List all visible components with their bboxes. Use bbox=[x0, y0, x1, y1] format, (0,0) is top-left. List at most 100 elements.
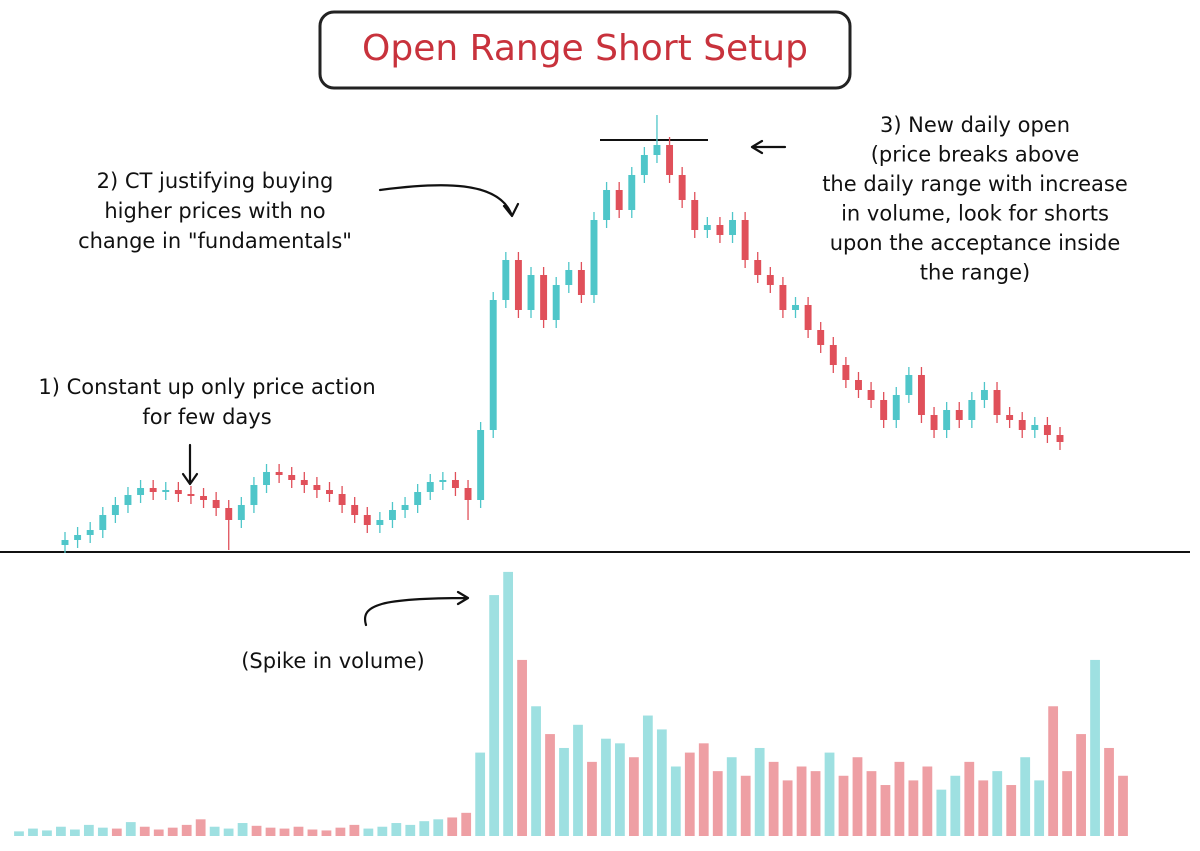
candle-body bbox=[653, 145, 661, 155]
annotation: 1) Constant up only price action bbox=[38, 375, 375, 399]
volume-bar bbox=[503, 571, 514, 836]
annotation: the daily range with increase bbox=[822, 172, 1128, 196]
arrow bbox=[181, 443, 199, 486]
candle-body bbox=[514, 260, 522, 310]
volume-bar bbox=[1118, 775, 1128, 836]
candle-body bbox=[389, 510, 396, 520]
candle-body bbox=[1043, 425, 1051, 435]
candle-body bbox=[804, 305, 812, 330]
volume-bar bbox=[139, 826, 150, 836]
volume-bar bbox=[517, 659, 527, 836]
annotation: 3) New daily open bbox=[880, 113, 1070, 137]
candle-body bbox=[137, 488, 145, 495]
candle-body bbox=[502, 260, 510, 300]
candle-body bbox=[943, 410, 951, 430]
candle-body bbox=[338, 494, 346, 505]
volume-bar bbox=[405, 824, 416, 836]
volume-bar bbox=[587, 761, 597, 836]
candle-body bbox=[313, 485, 321, 490]
annotation: the range) bbox=[920, 261, 1030, 285]
candle-body bbox=[1018, 420, 1026, 430]
volume-bar bbox=[1034, 780, 1045, 836]
candle-body bbox=[200, 496, 208, 500]
volume-bar bbox=[447, 817, 458, 836]
volume-bar bbox=[1090, 659, 1100, 836]
candle-body bbox=[640, 155, 648, 175]
volume-bar bbox=[894, 761, 905, 836]
candle-body bbox=[880, 400, 888, 420]
candle-body bbox=[565, 270, 573, 285]
volume-bar bbox=[642, 715, 653, 836]
candle-body bbox=[590, 220, 598, 295]
candle-body bbox=[817, 330, 825, 345]
candle-body bbox=[678, 175, 686, 200]
volume-bar bbox=[433, 819, 444, 836]
volume-bar bbox=[14, 831, 24, 836]
volume-bar bbox=[824, 752, 835, 836]
candle-body bbox=[376, 520, 384, 525]
annotation: (Spike in volume) bbox=[241, 649, 425, 673]
candle-body bbox=[993, 390, 1001, 415]
candle-body bbox=[955, 410, 963, 420]
candle-body bbox=[174, 490, 182, 494]
candle-body bbox=[842, 365, 850, 380]
annotation: upon the acceptance inside bbox=[830, 231, 1121, 255]
volume-bar bbox=[56, 826, 66, 836]
candle-body bbox=[439, 480, 447, 482]
volume-bar bbox=[978, 780, 989, 836]
volume-bar bbox=[656, 729, 667, 836]
volume-bar bbox=[181, 824, 192, 836]
volume-bar bbox=[670, 766, 681, 836]
volume-bar bbox=[810, 771, 821, 836]
candle-body bbox=[615, 190, 623, 210]
annotation: change in "fundamentals" bbox=[78, 229, 352, 253]
volume-bar bbox=[335, 827, 346, 836]
candle-body bbox=[414, 492, 422, 505]
candle-body bbox=[212, 500, 220, 508]
candle-body bbox=[149, 488, 157, 492]
volume-bar bbox=[782, 780, 793, 836]
candle-body bbox=[401, 505, 409, 510]
arrow bbox=[363, 590, 470, 627]
candle-body bbox=[766, 275, 774, 285]
candle-body bbox=[426, 482, 434, 492]
annotation: 2) CT justifying buying bbox=[97, 169, 334, 193]
candle-body bbox=[250, 485, 258, 505]
candle-body bbox=[603, 190, 611, 220]
candle-body bbox=[1056, 435, 1064, 442]
volume-bar bbox=[195, 819, 206, 836]
volume-bar bbox=[223, 828, 234, 836]
volume-bar bbox=[559, 747, 569, 836]
candle-body bbox=[99, 515, 107, 530]
volume-bar bbox=[419, 821, 430, 836]
candle-body bbox=[451, 480, 459, 488]
volume-bar bbox=[167, 827, 178, 836]
volume-bar bbox=[712, 771, 723, 836]
volume-bar bbox=[684, 752, 695, 836]
candle-body bbox=[829, 345, 837, 365]
volume-bar bbox=[628, 757, 639, 836]
volume-bar bbox=[964, 761, 975, 836]
volume-bar bbox=[125, 822, 136, 836]
volume-bar bbox=[754, 747, 765, 836]
volume-bar bbox=[573, 724, 583, 836]
volume-bar bbox=[251, 825, 262, 836]
volume-bar bbox=[69, 829, 80, 836]
volume-bar bbox=[1048, 706, 1059, 836]
volume-bar bbox=[1062, 771, 1073, 836]
volume-bar bbox=[489, 595, 500, 836]
volume-bar bbox=[363, 828, 374, 836]
volume-bar bbox=[42, 830, 52, 836]
candle-body bbox=[275, 472, 283, 475]
volume-bar bbox=[768, 761, 779, 836]
candle-body bbox=[111, 505, 119, 515]
candle-body bbox=[300, 480, 308, 485]
candle-body bbox=[1031, 425, 1039, 430]
volume-bar bbox=[601, 738, 611, 836]
volume-bar bbox=[908, 780, 919, 836]
volume-bar bbox=[698, 743, 709, 836]
candle-body bbox=[162, 490, 170, 492]
candle-body bbox=[754, 260, 762, 275]
candle-body bbox=[905, 375, 913, 395]
chart-title: Open Range Short Setup bbox=[362, 28, 808, 69]
